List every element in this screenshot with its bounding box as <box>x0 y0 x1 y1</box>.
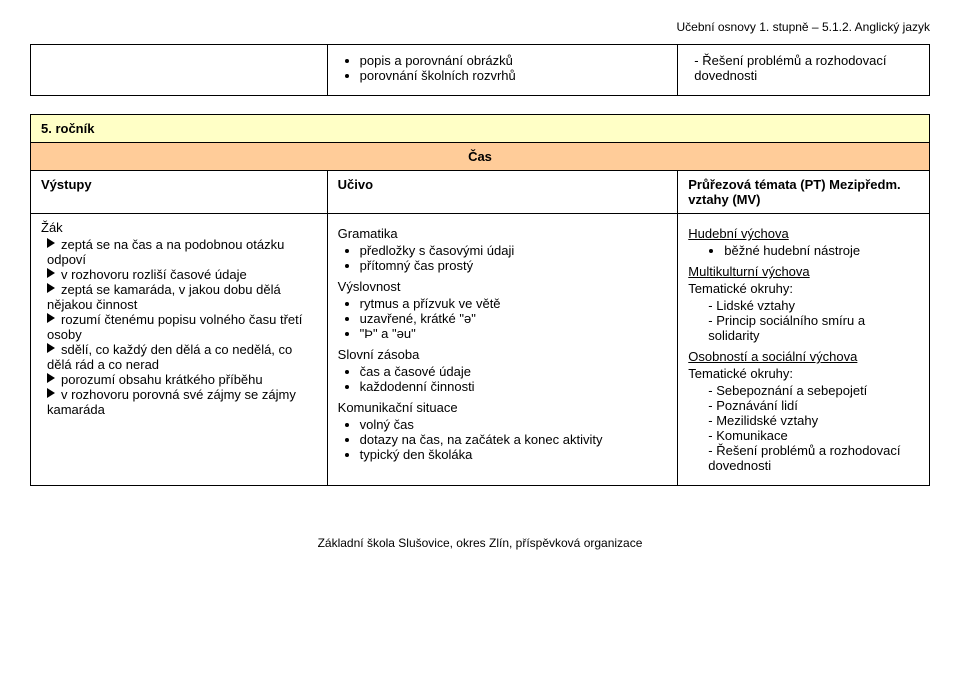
right-title: Multikulturní výchova <box>688 264 919 279</box>
ucivo-sec-title: Gramatika <box>338 226 668 241</box>
list-item: každodenní činnosti <box>360 379 668 394</box>
top-carryover-table: popis a porovnání obrázků porovnání škol… <box>30 44 930 96</box>
main-table: 5. ročník Čas Výstupy Učivo Průřezová té… <box>30 114 930 486</box>
right-list: Sebepoznání a sebepojetí Poznávání lidí … <box>702 383 919 473</box>
pt-mv-cell: Hudební výchova běžné hudební nástroje M… <box>678 214 930 486</box>
list-item: Řešení problémů a rozhodovací dovednosti <box>694 53 919 83</box>
ucivo-cell: Gramatika předložky s časovými údaji pří… <box>327 214 678 486</box>
list-item: Princip sociálního smíru a solidarity <box>708 313 919 343</box>
list-item: v rozhovoru rozliší časové údaje <box>47 267 317 282</box>
list-item: volný čas <box>360 417 668 432</box>
list-item: Komunikace <box>708 428 919 443</box>
right-sub: Tematické okruhy: <box>688 281 919 296</box>
page-footer: Základní škola Slušovice, okres Zlín, př… <box>30 536 930 550</box>
list-item: popis a porovnání obrázků <box>360 53 668 68</box>
top-mid-list: popis a porovnání obrázků porovnání škol… <box>338 53 668 83</box>
list-item: přítomný čas prostý <box>360 258 668 273</box>
doc-header: Učební osnovy 1. stupně – 5.1.2. Anglick… <box>30 20 930 34</box>
list-item: běžné hudební nástroje <box>724 243 919 258</box>
list-item: Sebepoznání a sebepojetí <box>708 383 919 398</box>
list-item: rytmus a přízvuk ve větě <box>360 296 668 311</box>
ucivo-sec-title: Slovní zásoba <box>338 347 668 362</box>
right-list: Lidské vztahy Princip sociálního smíru a… <box>702 298 919 343</box>
list-item: dotazy na čas, na začátek a konec aktivi… <box>360 432 668 447</box>
list-item: předložky s časovými údaji <box>360 243 668 258</box>
right-title: Hudební výchova <box>688 226 919 241</box>
heading-pt-mv: Průřezová témata (PT) Mezipředm. vztahy … <box>678 171 930 214</box>
list-item: čas a časové údaje <box>360 364 668 379</box>
list-item: typický den školáka <box>360 447 668 462</box>
list-item: Poznávání lidí <box>708 398 919 413</box>
right-sub: Tematické okruhy: <box>688 366 919 381</box>
top-left-empty <box>31 45 328 96</box>
list-item: zeptá se na čas a na podobnou otázku odp… <box>47 237 317 267</box>
zak-title: Žák <box>41 220 317 235</box>
ucivo-list: předložky s časovými údaji přítomný čas … <box>338 243 668 273</box>
ucivo-list: čas a časové údaje každodenní činnosti <box>338 364 668 394</box>
right-title: Osobností a sociální výchova <box>688 349 919 364</box>
grade-cell: 5. ročník <box>31 115 930 143</box>
list-item: Mezilidské vztahy <box>708 413 919 428</box>
list-item: "Þ" a "əu" <box>360 326 668 341</box>
list-item: Řešení problémů a rozhodovací dovednosti <box>708 443 919 473</box>
list-item: porovnání školních rozvrhů <box>360 68 668 83</box>
zak-list: zeptá se na čas a na podobnou otázku odp… <box>41 237 317 417</box>
right-list: běžné hudební nástroje <box>702 243 919 258</box>
list-item: rozumí čtenému popisu volného času třetí… <box>47 312 317 342</box>
list-item: sdělí, co každý den dělá a co nedělá, co… <box>47 342 317 372</box>
list-item: zeptá se kamaráda, v jakou dobu dělá něj… <box>47 282 317 312</box>
list-item: uzavřené, krátké "ə" <box>360 311 668 326</box>
ucivo-sec-title: Komunikační situace <box>338 400 668 415</box>
ucivo-list: rytmus a přízvuk ve větě uzavřené, krátk… <box>338 296 668 341</box>
top-right-cell: Řešení problémů a rozhodovací dovednosti <box>678 45 930 96</box>
list-item: v rozhovoru porovná své zájmy se zájmy k… <box>47 387 317 417</box>
list-item: porozumí obsahu krátkého příběhu <box>47 372 317 387</box>
top-right-list: Řešení problémů a rozhodovací dovednosti <box>688 53 919 83</box>
vystupy-cell: Žák zeptá se na čas a na podobnou otázku… <box>31 214 328 486</box>
list-item: Lidské vztahy <box>708 298 919 313</box>
heading-vystupy: Výstupy <box>31 171 328 214</box>
top-mid-cell: popis a porovnání obrázků porovnání škol… <box>327 45 678 96</box>
cas-cell: Čas <box>31 143 930 171</box>
ucivo-sec-title: Výslovnost <box>338 279 668 294</box>
heading-ucivo: Učivo <box>327 171 678 214</box>
ucivo-list: volný čas dotazy na čas, na začátek a ko… <box>338 417 668 462</box>
